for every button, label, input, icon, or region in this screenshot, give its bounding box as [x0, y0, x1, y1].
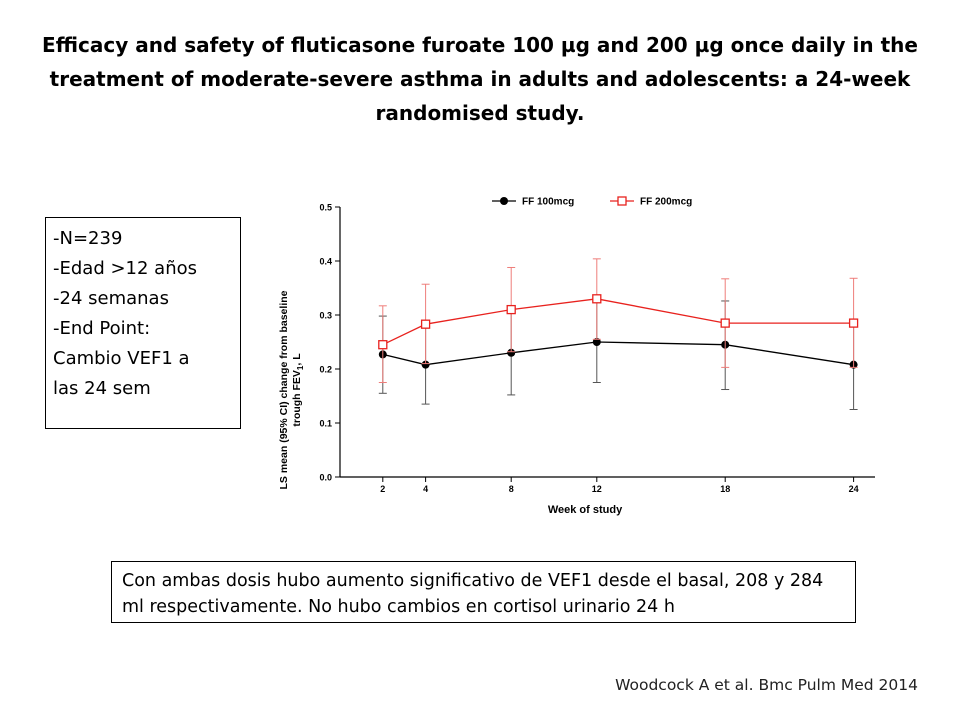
x-tick-label: 8 — [509, 484, 514, 494]
data-point — [720, 318, 730, 328]
data-point — [592, 338, 601, 346]
info-line: -End Point: — [53, 318, 151, 339]
series-ff-200mcg — [378, 258, 859, 383]
summary-box: Con ambas dosis hubo aumento significati… — [111, 561, 856, 623]
info-line: -Edad >12 años — [53, 258, 198, 279]
info-line: -24 semanas — [53, 288, 169, 309]
study-info-box: -N=239 -Edad >12 años -24 semanas -End P… — [45, 217, 241, 429]
y-tick-label: 0.1 — [319, 419, 332, 429]
x-tick-label: 2 — [380, 484, 385, 494]
legend-label: FF 200mcg — [640, 197, 692, 208]
citation: Woodcock A et al. Bmc Pulm Med 2014 — [615, 676, 918, 694]
y-axis-label-line1: LS mean (95% CI) change from baseline — [278, 290, 290, 489]
info-line: las 24 sem — [53, 378, 151, 399]
x-tick-label: 18 — [720, 484, 730, 494]
data-point — [378, 340, 388, 350]
fev1-line-chart: LS mean (95% CI) change from baseline tr… — [278, 196, 875, 516]
y-axis-title: LS mean (95% CI) change from baseline tr… — [278, 290, 305, 489]
series-ff-100mcg — [378, 300, 858, 410]
x-tick-label: 4 — [423, 484, 428, 494]
y-axis-label-line2: trough FEV1, L — [291, 353, 305, 427]
x-tick-label: 12 — [592, 484, 602, 494]
legend-marker — [500, 197, 508, 205]
y-tick-label: 0.5 — [319, 203, 332, 213]
data-point — [507, 348, 516, 357]
data-point — [592, 294, 602, 304]
legend-label: FF 100mcg — [522, 197, 574, 208]
legend-item: FF 200mcg — [610, 196, 692, 208]
x-tick-label: 24 — [849, 484, 859, 494]
info-line: -N=239 — [53, 228, 123, 249]
legend-item: FF 100mcg — [492, 197, 574, 208]
y-tick-label: 0.2 — [319, 365, 332, 375]
legend-marker — [617, 196, 627, 206]
y-tick-label: 0.0 — [319, 473, 332, 483]
info-line: Cambio VEF1 a — [53, 348, 190, 369]
data-point — [420, 319, 431, 329]
series-line — [382, 341, 854, 366]
slide-title: Efficacy and safety of fluticasone furoa… — [42, 33, 918, 125]
data-point — [506, 304, 516, 315]
data-point — [421, 360, 430, 369]
y-tick-label: 0.4 — [319, 257, 332, 267]
x-axis-label: Week of study — [548, 504, 623, 516]
data-point — [848, 318, 859, 328]
series-line — [382, 298, 854, 346]
y-tick-label: 0.3 — [319, 311, 332, 321]
